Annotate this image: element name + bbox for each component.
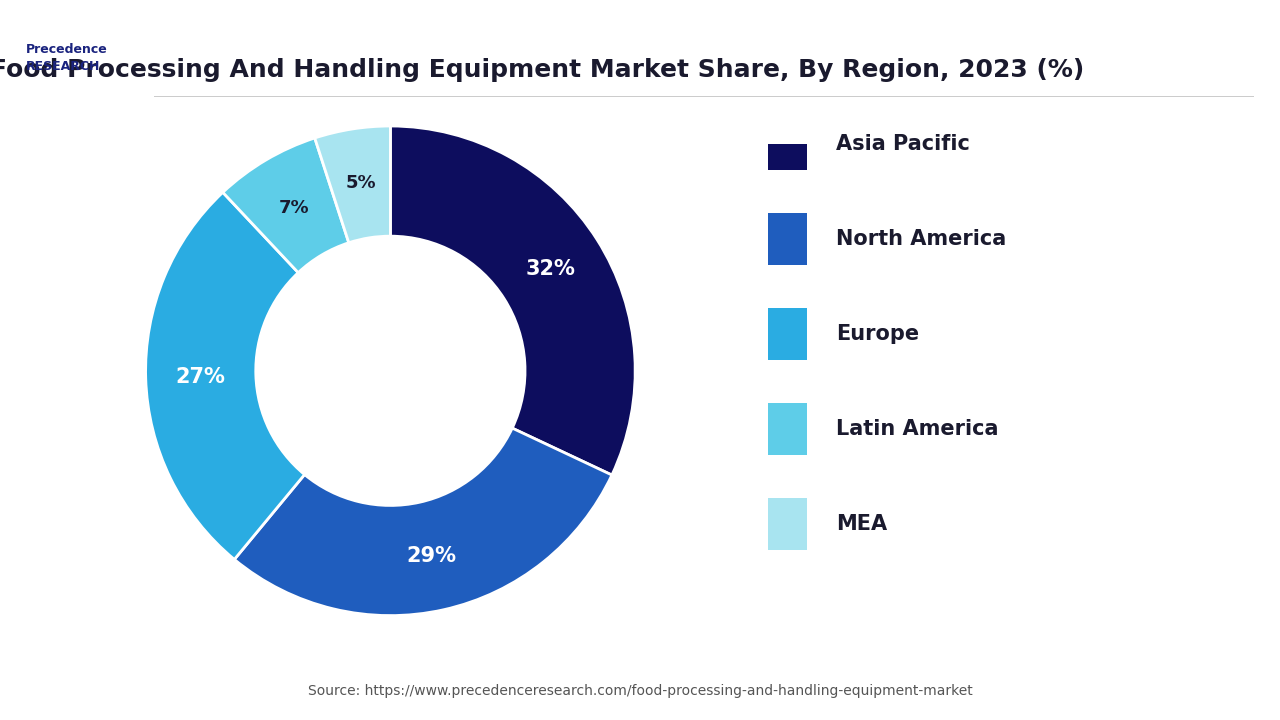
Text: 5%: 5%	[346, 174, 376, 192]
Wedge shape	[146, 192, 305, 559]
Wedge shape	[234, 428, 612, 616]
Text: 27%: 27%	[175, 366, 225, 387]
FancyBboxPatch shape	[768, 213, 806, 265]
Text: 32%: 32%	[526, 259, 576, 279]
Text: Latin America: Latin America	[836, 419, 998, 439]
Text: MEA: MEA	[836, 514, 887, 534]
Text: Precedence
RESEARCH: Precedence RESEARCH	[26, 43, 108, 73]
Wedge shape	[390, 126, 635, 475]
FancyBboxPatch shape	[768, 498, 806, 550]
Text: Source: https://www.precedenceresearch.com/food-processing-and-handling-equipmen: Source: https://www.precedenceresearch.c…	[307, 685, 973, 698]
Text: 7%: 7%	[279, 199, 310, 217]
Text: Food Processing And Handling Equipment Market Share, By Region, 2023 (%): Food Processing And Handling Equipment M…	[0, 58, 1084, 81]
Text: North America: North America	[836, 229, 1006, 249]
Text: 29%: 29%	[407, 546, 457, 566]
FancyBboxPatch shape	[768, 118, 806, 170]
Text: Asia Pacific: Asia Pacific	[836, 134, 970, 154]
Wedge shape	[223, 138, 348, 273]
FancyBboxPatch shape	[768, 308, 806, 360]
FancyBboxPatch shape	[768, 403, 806, 455]
Text: Europe: Europe	[836, 324, 919, 344]
Wedge shape	[315, 126, 390, 243]
